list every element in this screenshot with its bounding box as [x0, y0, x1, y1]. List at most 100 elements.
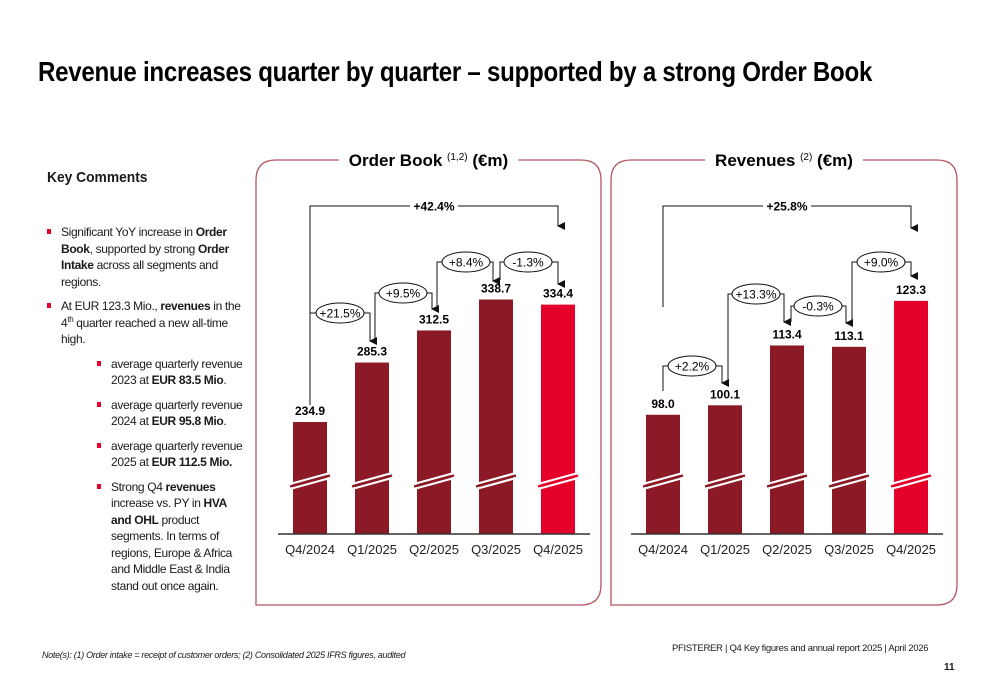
order-book-chart: Order Book (1,2) (€m) 234.9 Q4/2024 285.3 Q1…: [255, 151, 602, 606]
bullet-text: across all segments and regions.: [61, 258, 218, 289]
revenues-chart: Revenues (2) (€m) 98.0 Q4/2024 100.1 Q1/2025…: [610, 151, 958, 606]
growth-ellipse: [793, 295, 843, 317]
axis-break-mark: [475, 471, 517, 486]
bullet-text: .: [223, 373, 227, 387]
chart-title-unit: (€m): [812, 151, 853, 170]
data-label: 113.1: [834, 329, 864, 343]
growth-label: +21.5%: [319, 307, 360, 321]
label-bg: [410, 198, 458, 214]
growth-label: +2.2%: [675, 360, 710, 374]
data-label: 123.3: [896, 283, 926, 297]
key-comments-list: Significant YoY increase in Order Book, …: [47, 224, 247, 602]
category-label: Q2/2025: [409, 542, 459, 557]
data-label: 334.4: [543, 287, 573, 301]
axis-break-mark: [766, 471, 808, 486]
axis-break-gap: [289, 474, 331, 488]
bullet-text: EUR 95.8 Mio: [151, 414, 224, 428]
axis-break-mark: [413, 476, 455, 491]
growth-label: +9.0%: [864, 256, 899, 270]
growth-ellipse: [315, 302, 365, 324]
bullet-text: Order Book: [61, 225, 227, 256]
bar: [708, 405, 742, 534]
title-gap: [338, 157, 519, 163]
label-bg: [763, 198, 811, 214]
growth-label: -0.3%: [802, 300, 834, 314]
axis-break-mark: [766, 476, 808, 491]
growth-label: +9.5%: [386, 287, 421, 301]
axis-break-gap: [537, 474, 579, 488]
bar: [541, 304, 575, 534]
growth-ellipse: [667, 355, 717, 377]
growth-label: +13.3%: [735, 288, 776, 302]
axis-break-mark: [289, 476, 331, 491]
category-label: Q4/2025: [533, 542, 583, 557]
bullet-text: Strong Q4: [111, 479, 166, 494]
chart-title-text: Order Book: [349, 151, 447, 170]
bullet-text: .: [223, 414, 227, 428]
axis-break-mark: [828, 471, 870, 486]
bullet-text: average quarterly revenue 2025 at: [111, 438, 243, 470]
bar: [417, 330, 451, 534]
axis-break-gap: [413, 474, 455, 488]
axis-break-mark: [642, 471, 684, 486]
growth-label: +42.4%: [413, 200, 454, 214]
bullet-text: EUR 83.5 Mio: [151, 373, 224, 387]
bullet-text: HVA and OHL: [111, 496, 227, 527]
data-label: 98.0: [651, 397, 675, 411]
bullet-item: average quarterly revenue 2025 at EUR 11…: [97, 438, 246, 471]
bullet-text: At EUR 123.3 Mio.,: [61, 299, 161, 313]
axis-break-mark: [890, 471, 932, 486]
page-number: 11: [944, 662, 955, 673]
axis-break-mark: [351, 471, 393, 486]
data-label: 285.3: [357, 345, 387, 359]
key-comments-heading: Key Comments: [47, 169, 148, 186]
growth-label: +8.4%: [449, 256, 484, 270]
bar: [832, 346, 866, 534]
axis-break-gap: [642, 474, 684, 488]
bar: [479, 299, 513, 534]
data-label: 234.9: [295, 404, 325, 418]
growth-ellipse: [856, 251, 906, 273]
bullet-text: quarter reached a new all-time high.: [61, 315, 228, 347]
category-label: Q2/2025: [762, 542, 812, 557]
growth-ellipse: [503, 251, 553, 273]
chart-title-unit: (€m): [468, 151, 509, 170]
bullet-text: th: [67, 314, 74, 324]
bullet-text: average quarterly revenue 2023 at: [111, 356, 243, 388]
category-label: Q4/2025: [886, 542, 936, 557]
chart-title-sup: (1,2): [447, 152, 468, 163]
footer-source: PFISTERER | Q4 Key figures and annual re…: [672, 643, 929, 654]
category-label: Q3/2025: [471, 542, 521, 557]
chart-frame: [255, 159, 602, 606]
category-label: Q3/2025: [824, 542, 874, 557]
bullet-text: Significant YoY increase in: [61, 225, 196, 239]
axis-break-mark: [413, 471, 455, 486]
bullet-text: Order Intake: [61, 241, 229, 273]
axis-break-mark: [828, 476, 870, 491]
data-label: 338.7: [481, 282, 511, 296]
axis-break-gap: [890, 474, 932, 488]
axis-break-gap: [704, 474, 746, 488]
bullet-text: product segments. In terms of regions, E…: [111, 512, 233, 593]
data-label: 113.4: [772, 327, 802, 341]
chart-title-sup: (2): [800, 152, 812, 163]
bullet-text: average quarterly revenue 2024 at: [111, 397, 243, 429]
axis-break-mark: [289, 471, 331, 486]
bar: [355, 362, 389, 534]
category-label: Q4/2024: [638, 542, 688, 557]
chart-title: Revenues (2) (€m): [715, 151, 853, 170]
bullet-item: Significant YoY increase in Order Book, …: [47, 224, 247, 290]
axis-break-gap: [828, 474, 870, 488]
axis-break-mark: [351, 476, 393, 491]
bullet-text: increase vs. PY in: [111, 496, 204, 510]
bullet-text: EUR 112.5 Mio.: [151, 455, 233, 469]
chart-title-text: Revenues: [715, 151, 800, 170]
bullet-text: revenues: [160, 299, 211, 313]
axis-break-gap: [475, 474, 517, 488]
growth-ellipse: [378, 282, 428, 304]
data-label: 100.1: [710, 387, 740, 401]
bullet-text: in the 4: [61, 299, 241, 330]
data-label: 312.5: [419, 312, 449, 326]
chart-title: Order Book (1,2) (€m): [349, 151, 508, 170]
